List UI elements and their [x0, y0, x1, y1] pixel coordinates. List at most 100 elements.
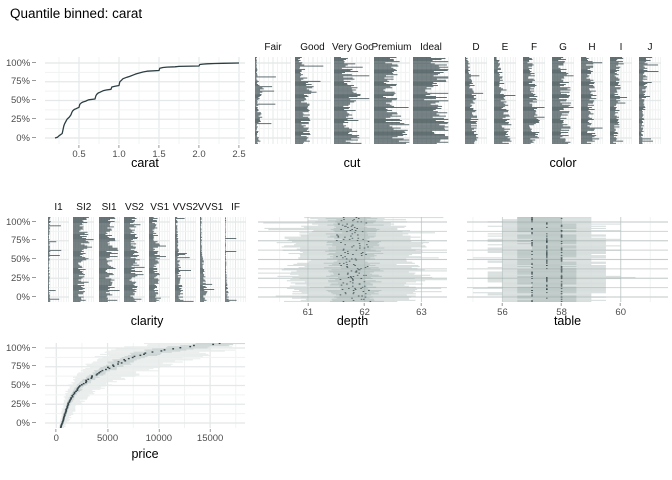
x-tick-mark	[158, 145, 160, 148]
facet-label-si2: SI2	[76, 202, 92, 213]
facet-panel-clarity-i1	[48, 217, 69, 302]
facet-panel-clarity-vs2	[123, 217, 145, 302]
axis-title-table: table	[553, 314, 582, 328]
x-tick-mark	[238, 145, 240, 148]
facet-panel-clarity-vs1	[149, 217, 171, 302]
x-tick-mark	[78, 145, 80, 148]
x-tick-label: 56	[497, 303, 508, 318]
facet-panel-clarity-if	[225, 217, 247, 302]
y-tick-mark	[32, 384, 36, 385]
facet-panel-color-j	[639, 57, 661, 144]
axis-title-color: color	[549, 156, 577, 170]
axis-title-cut: cut	[343, 156, 361, 170]
facet-label-vs2: VS2	[124, 202, 144, 213]
facet-panel-color-h	[581, 57, 603, 144]
y-axis-label: 50%	[6, 380, 36, 391]
plot-area-table	[467, 217, 668, 302]
y-tick-mark	[32, 136, 36, 138]
x-tick-label: 0.5	[72, 145, 86, 160]
axis-title-price: price	[131, 447, 159, 461]
x-tick-label: 0	[54, 429, 59, 444]
page-title: Quantile binned: carat	[10, 6, 143, 21]
x-tick-label: 2.0	[192, 145, 206, 160]
x-tick-mark	[620, 303, 622, 306]
y-axis-label: 0%	[6, 292, 36, 303]
y-axis-label: 0%	[6, 133, 36, 144]
facet-label-good: Good	[300, 42, 325, 53]
y-axis-label: 75%	[6, 361, 36, 372]
facet-label-if: IF	[231, 202, 241, 213]
facet-panel-cut-premium	[373, 57, 410, 144]
facet-label-h: H	[588, 42, 596, 53]
x-tick-mark	[561, 303, 563, 306]
facet-panel-cut-very-good	[334, 57, 370, 144]
facet-panel-color-d	[465, 57, 487, 144]
x-tick-label: 10000	[146, 429, 172, 444]
x-tick-label: 15000	[197, 429, 223, 444]
y-tick-mark	[32, 220, 37, 222]
y-tick-mark	[32, 276, 36, 278]
y-tick-mark	[32, 239, 36, 241]
facet-label-i: I	[619, 42, 623, 53]
facet-panel-color-g	[552, 57, 574, 144]
facet-label-vs1: VS1	[150, 202, 170, 213]
x-tick-mark	[158, 429, 160, 432]
y-axis-label: 0%	[6, 418, 36, 429]
x-tick-label: 62	[359, 303, 370, 318]
facet-label-vvs1: VVS1	[197, 202, 223, 213]
facet-label-ideal: Ideal	[420, 42, 442, 53]
y-axis-label: 100%	[6, 58, 37, 69]
facet-label-j: J	[647, 42, 653, 53]
x-tick-label: 5000	[97, 429, 118, 444]
axis-title-clarity: clarity	[130, 314, 164, 328]
y-tick-mark	[32, 365, 36, 367]
x-tick-label: 58	[556, 303, 567, 318]
facet-label-d: D	[472, 42, 480, 53]
facet-label-vvs2: VVS2	[172, 202, 198, 213]
facet-label-very-good: Very Good	[332, 42, 372, 53]
x-tick-label: 61	[303, 303, 313, 318]
y-tick-mark	[32, 61, 37, 63]
facet-label-g: G	[559, 42, 567, 53]
facet-panel-color-e	[494, 57, 516, 144]
axis-title-carat: carat	[131, 156, 159, 170]
x-tick-mark	[307, 303, 309, 306]
facet-panel-clarity-vvs1	[199, 217, 221, 302]
x-tick-mark	[209, 429, 211, 432]
x-tick-mark	[118, 145, 120, 148]
y-tick-mark	[32, 80, 36, 82]
x-tick-mark	[107, 429, 109, 432]
y-axis-label: 100%	[6, 343, 37, 354]
x-tick-mark	[364, 303, 366, 306]
facet-label-fair: Fair	[264, 42, 282, 53]
y-axis-label: 25%	[6, 399, 36, 410]
facet-label-e: E	[501, 42, 509, 53]
facet-panel-color-i	[610, 57, 632, 144]
facet-label-si1: SI1	[101, 202, 117, 213]
plot-area-price	[45, 343, 245, 428]
y-axis-label: 100%	[6, 217, 37, 228]
y-axis-label: 75%	[6, 76, 36, 87]
facet-panel-color-f	[523, 57, 545, 144]
x-tick-mark	[198, 145, 200, 148]
y-tick-mark	[32, 346, 37, 348]
y-axis-label: 25%	[6, 273, 36, 284]
y-tick-mark	[32, 117, 36, 119]
x-tick-mark	[501, 303, 503, 306]
y-axis-label: 50%	[6, 95, 36, 106]
axis-title-depth: depth	[336, 314, 369, 328]
y-tick-mark	[32, 99, 36, 100]
facet-panel-clarity-vvs2	[174, 217, 196, 302]
x-tick-mark	[420, 303, 422, 306]
y-tick-mark	[32, 295, 36, 297]
plot-area-carat	[45, 57, 245, 144]
y-tick-mark	[32, 421, 36, 423]
plot-area-depth	[258, 217, 447, 302]
y-tick-mark	[32, 402, 36, 404]
facet-label-i1: I1	[54, 202, 63, 213]
facet-label-f: F	[530, 42, 538, 53]
y-axis-label: 50%	[6, 254, 36, 265]
y-tick-mark	[32, 258, 36, 259]
x-tick-mark	[55, 429, 57, 432]
